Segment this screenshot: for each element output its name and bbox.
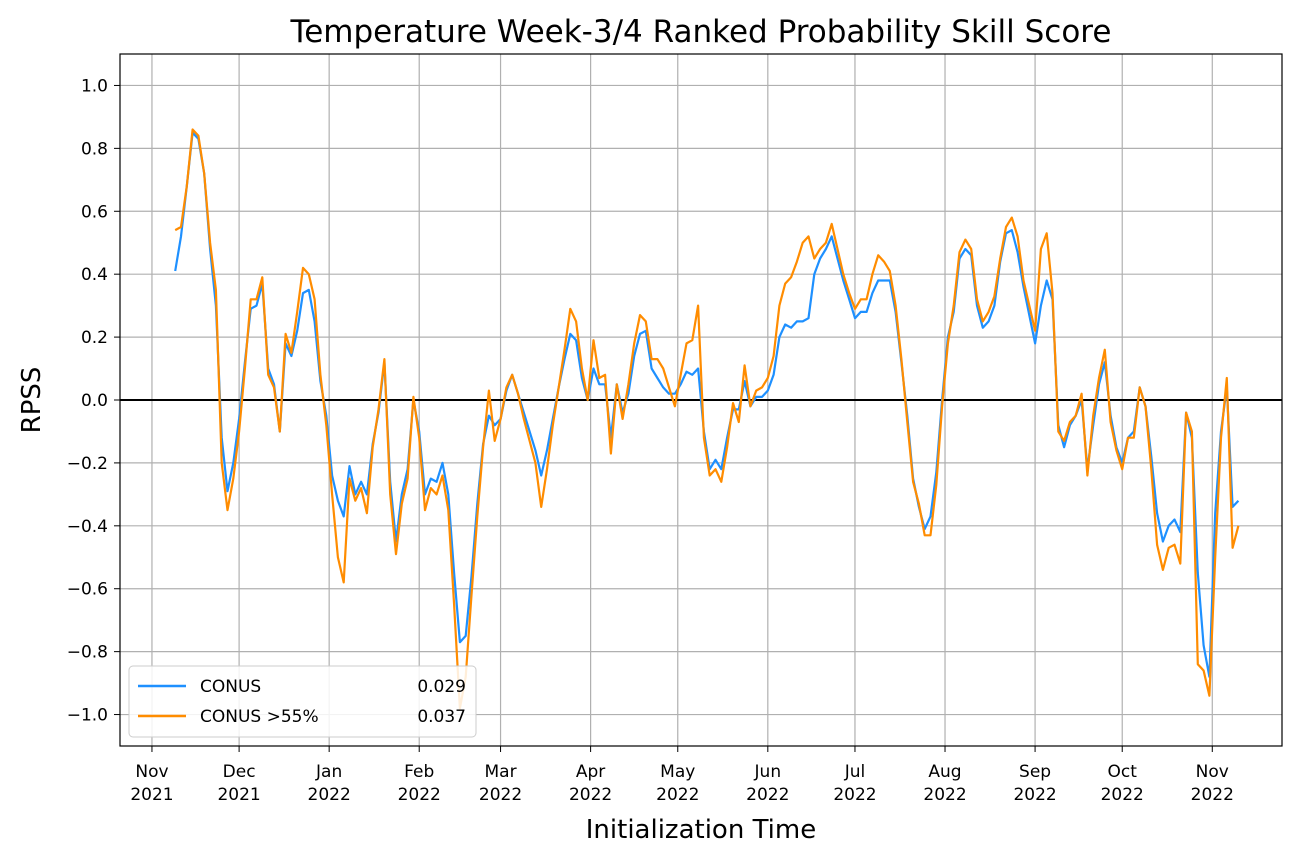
x-tick-label: Oct xyxy=(1108,762,1138,782)
x-tick-label: 2022 xyxy=(1013,785,1056,805)
y-tick-label: 1.0 xyxy=(81,76,108,96)
x-tick-label: Nov xyxy=(135,762,168,782)
x-tick-label: 2022 xyxy=(656,785,699,805)
x-tick-label: 2022 xyxy=(479,785,522,805)
x-tick-label: 2022 xyxy=(833,785,876,805)
x-tick-label: Apr xyxy=(576,762,605,782)
y-tick-label: 0.8 xyxy=(81,139,108,159)
legend-box xyxy=(128,665,477,738)
x-tick-label: 2022 xyxy=(398,785,441,805)
x-tick-label: 2021 xyxy=(217,785,260,805)
y-axis-ticks: −1.0 −0.8 −0.6 −0.4 −0.2 0.0 0.2 0.4 0.6 0.8 1.0 xyxy=(67,76,120,726)
x-tick-label: 2022 xyxy=(308,785,351,805)
x-tick-label: 2022 xyxy=(569,785,612,805)
y-axis-label: RPSS xyxy=(17,367,47,434)
legend-value: 0.029 xyxy=(417,677,466,697)
legend-value: 0.037 xyxy=(417,707,466,727)
y-tick-label: 0.0 xyxy=(81,391,108,411)
x-tick-label: Feb xyxy=(404,762,434,782)
series-group xyxy=(174,128,1240,710)
x-tick-label: 2021 xyxy=(130,785,173,805)
x-tick-label: Mar xyxy=(485,762,517,782)
x-tick-label: May xyxy=(660,762,695,782)
x-tick-label: Jan xyxy=(315,762,342,782)
x-tick-label: Aug xyxy=(928,762,961,782)
x-tick-label: Sep xyxy=(1019,762,1051,782)
x-tick-label: Nov xyxy=(1196,762,1229,782)
x-tick-label: 2022 xyxy=(923,785,966,805)
series-line-conus-55 xyxy=(174,128,1240,710)
x-tick-label: Dec xyxy=(223,762,256,782)
legend: CONUS 0.029 CONUS >55% 0.037 xyxy=(128,665,477,738)
chart-title: Temperature Week-3/4 Ranked Probability … xyxy=(290,14,1112,50)
y-tick-label: −0.4 xyxy=(67,517,108,537)
x-tick-label: 2022 xyxy=(746,785,789,805)
y-tick-label: 0.2 xyxy=(81,328,108,348)
x-axis-label: Initialization Time xyxy=(586,815,816,845)
y-tick-label: −0.2 xyxy=(67,454,108,474)
y-tick-label: −0.8 xyxy=(67,643,108,663)
y-tick-label: 0.4 xyxy=(81,265,108,285)
y-tick-label: 0.6 xyxy=(81,202,108,222)
x-tick-label: Jul xyxy=(844,762,866,782)
legend-label: CONUS xyxy=(200,677,261,697)
x-axis-ticks: Nov 2021 Dec 2021 Jan 2022 Feb 2022 Mar 2022 Apr 20… xyxy=(130,746,1234,805)
legend-label: CONUS >55% xyxy=(200,707,319,727)
y-tick-label: −1.0 xyxy=(67,706,108,726)
x-tick-label: Jun xyxy=(754,762,782,782)
x-tick-label: 2022 xyxy=(1101,785,1144,805)
x-tick-label: 2022 xyxy=(1191,785,1234,805)
y-tick-label: −0.6 xyxy=(67,580,108,600)
